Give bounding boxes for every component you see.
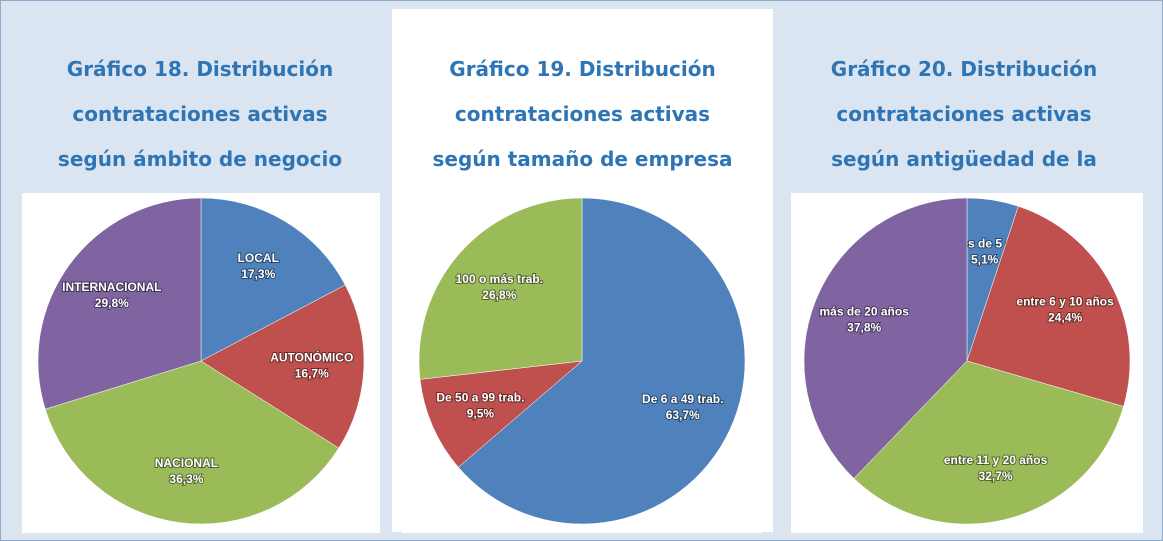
pie-slice	[37, 197, 202, 410]
chart-panel: Gráfico 20. Distribución contrataciones …	[773, 9, 1155, 533]
slice-value-label: 29,8%	[95, 296, 129, 310]
chart-title: Gráfico 20. Distribución contrataciones …	[830, 57, 1098, 216]
chart-title: Gráfico 18. Distribución contrataciones …	[57, 57, 343, 171]
pie-slice	[200, 284, 365, 449]
slice-value-label: 5,1%	[971, 253, 999, 267]
slice-value-label: 63,7%	[666, 408, 700, 422]
pie-slice	[418, 197, 583, 380]
slice-value-label: 36,3%	[169, 472, 203, 486]
pie-slice	[458, 197, 746, 525]
slice-category: 100 o más trab.	[456, 272, 543, 286]
pie-slice	[44, 360, 340, 525]
slice-value-label: 32,7%	[979, 469, 1013, 483]
slice-value-label: 9,5%	[467, 406, 495, 420]
slice-category: entre 6 y 10 años	[1016, 294, 1114, 308]
pie-slice	[803, 197, 968, 479]
pie-slice	[853, 360, 1124, 525]
pie-slice	[419, 360, 583, 468]
slice-category: entre 11 y 20 años	[944, 453, 1048, 467]
pie-slice	[966, 205, 1131, 407]
pie-chart: LOCAL 17,3% AUTONÓMICO 16,7% NACIONAL 36,3% IN…	[37, 197, 365, 525]
slice-category: NACIONAL	[155, 456, 218, 470]
slice-category: De 6 a 49 trab.	[642, 392, 723, 406]
slice-value-label: 17,3%	[241, 267, 275, 281]
pie-chart: De 6 a 49 trab. 63,7% De 50 a 99 trab. 9,5%…	[418, 197, 746, 525]
slice-value-label: 37,8%	[847, 321, 881, 335]
chart-area: De 6 a 49 trab. 63,7% De 50 a 99 trab. 9,5%…	[402, 193, 762, 533]
slice-value-label: 26,8%	[482, 288, 516, 302]
pie-slice	[200, 197, 346, 362]
slice-value-label: 24,4%	[1048, 310, 1082, 324]
slice-value-label: 16,7%	[295, 366, 329, 380]
chart-area: LOCAL 17,3% AUTONÓMICO 16,7% NACIONAL 36,3% IN…	[22, 193, 380, 533]
slice-category: AUTONÓMICO	[270, 349, 353, 364]
slice-category: más de 20 años	[820, 305, 910, 319]
slice-category: De 50 a 99 trab.	[436, 390, 524, 404]
chart-area: menos de 5 años 5,1% entre 6 y 10 años 24,4…	[791, 193, 1143, 533]
chart-title: Gráfico 19. Distribución contrataciones …	[432, 57, 733, 171]
chart-panel: Gráfico 19. Distribución contrataciones …	[392, 9, 773, 533]
slice-category: INTERNACIONAL	[62, 280, 161, 294]
chart-panel: Gráfico 18. Distribución contrataciones …	[8, 9, 392, 533]
slice-category: LOCAL	[238, 251, 279, 265]
